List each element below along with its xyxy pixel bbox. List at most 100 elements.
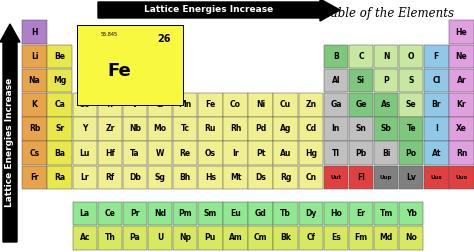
Bar	[47, 141, 72, 165]
Text: Sb: Sb	[381, 124, 392, 134]
Bar	[198, 202, 223, 226]
Text: La: La	[80, 209, 90, 218]
Bar	[173, 226, 198, 250]
Text: Ag: Ag	[280, 124, 292, 134]
Bar	[98, 141, 122, 165]
Bar	[173, 141, 198, 165]
Text: H: H	[31, 28, 38, 37]
Text: Tb: Tb	[280, 209, 291, 218]
Bar	[22, 141, 47, 165]
Text: No: No	[405, 233, 417, 242]
Bar	[273, 202, 298, 226]
Bar	[248, 226, 273, 250]
Bar	[198, 226, 223, 250]
Text: Bi: Bi	[382, 149, 390, 158]
Text: Ba: Ba	[54, 149, 65, 158]
Bar	[324, 226, 348, 250]
Bar	[248, 202, 273, 226]
Text: Eu: Eu	[230, 209, 241, 218]
Bar	[248, 117, 273, 141]
Text: Ga: Ga	[330, 100, 342, 109]
Bar	[449, 69, 474, 92]
Text: Ru: Ru	[205, 124, 216, 134]
Bar	[324, 93, 348, 116]
Bar	[449, 117, 474, 141]
Bar	[349, 117, 373, 141]
Text: Lattice Energies Increase: Lattice Energies Increase	[145, 6, 273, 15]
Bar	[324, 202, 348, 226]
Bar	[47, 166, 72, 189]
Text: O: O	[408, 52, 414, 61]
Bar	[299, 202, 323, 226]
Text: Au: Au	[280, 149, 292, 158]
Text: The Periodic Table of the Elements: The Periodic Table of the Elements	[246, 8, 455, 20]
Bar	[374, 93, 398, 116]
Bar	[349, 93, 373, 116]
Bar	[349, 69, 373, 92]
Text: Cr: Cr	[155, 100, 165, 109]
Text: Hf: Hf	[105, 149, 115, 158]
Text: Sm: Sm	[204, 209, 217, 218]
Text: F: F	[434, 52, 439, 61]
Bar	[349, 202, 373, 226]
Bar	[273, 141, 298, 165]
Bar	[248, 93, 273, 116]
Bar	[399, 117, 423, 141]
Bar	[399, 202, 423, 226]
Text: B: B	[333, 52, 339, 61]
Text: Lattice Energies Increase: Lattice Energies Increase	[6, 77, 15, 207]
Bar	[77, 25, 182, 105]
Bar	[198, 141, 223, 165]
Text: Np: Np	[179, 233, 191, 242]
Text: Tm: Tm	[380, 209, 393, 218]
Text: Lv: Lv	[406, 173, 416, 182]
Text: Sr: Sr	[55, 124, 64, 134]
Bar	[449, 45, 474, 68]
Bar	[374, 69, 398, 92]
Text: Er: Er	[356, 209, 365, 218]
Text: Ti: Ti	[106, 100, 114, 109]
Text: Ho: Ho	[330, 209, 342, 218]
Text: Uut: Uut	[330, 175, 341, 180]
Text: Ra: Ra	[54, 173, 65, 182]
Bar	[73, 93, 97, 116]
Text: Zr: Zr	[105, 124, 115, 134]
Text: Ne: Ne	[456, 52, 467, 61]
Bar	[399, 45, 423, 68]
Polygon shape	[98, 0, 340, 21]
Bar	[173, 117, 198, 141]
Bar	[223, 166, 248, 189]
Text: 26: 26	[157, 34, 171, 44]
Text: Ar: Ar	[456, 76, 466, 85]
Text: Mn: Mn	[179, 100, 192, 109]
Text: Ge: Ge	[355, 100, 367, 109]
Text: Kr: Kr	[456, 100, 466, 109]
Bar	[98, 93, 122, 116]
Text: C: C	[358, 52, 364, 61]
Bar	[47, 45, 72, 68]
Text: Uuo: Uuo	[456, 175, 467, 180]
Text: Po: Po	[406, 149, 417, 158]
Bar	[98, 166, 122, 189]
Bar	[73, 117, 97, 141]
Bar	[173, 202, 198, 226]
Text: Pu: Pu	[205, 233, 216, 242]
Text: Cf: Cf	[306, 233, 315, 242]
Bar	[449, 93, 474, 116]
Text: Rn: Rn	[456, 149, 467, 158]
Text: Ca: Ca	[54, 100, 65, 109]
Bar	[173, 93, 198, 116]
Text: Fe: Fe	[108, 62, 131, 80]
Text: P: P	[383, 76, 389, 85]
Text: Sg: Sg	[155, 173, 165, 182]
Bar	[374, 202, 398, 226]
Text: Pt: Pt	[256, 149, 265, 158]
Text: Li: Li	[31, 52, 38, 61]
Bar	[123, 141, 147, 165]
Text: Pa: Pa	[129, 233, 140, 242]
Text: Fl: Fl	[357, 173, 365, 182]
Text: I: I	[435, 124, 438, 134]
Bar	[273, 226, 298, 250]
Bar	[449, 166, 474, 189]
Text: Ta: Ta	[130, 149, 140, 158]
